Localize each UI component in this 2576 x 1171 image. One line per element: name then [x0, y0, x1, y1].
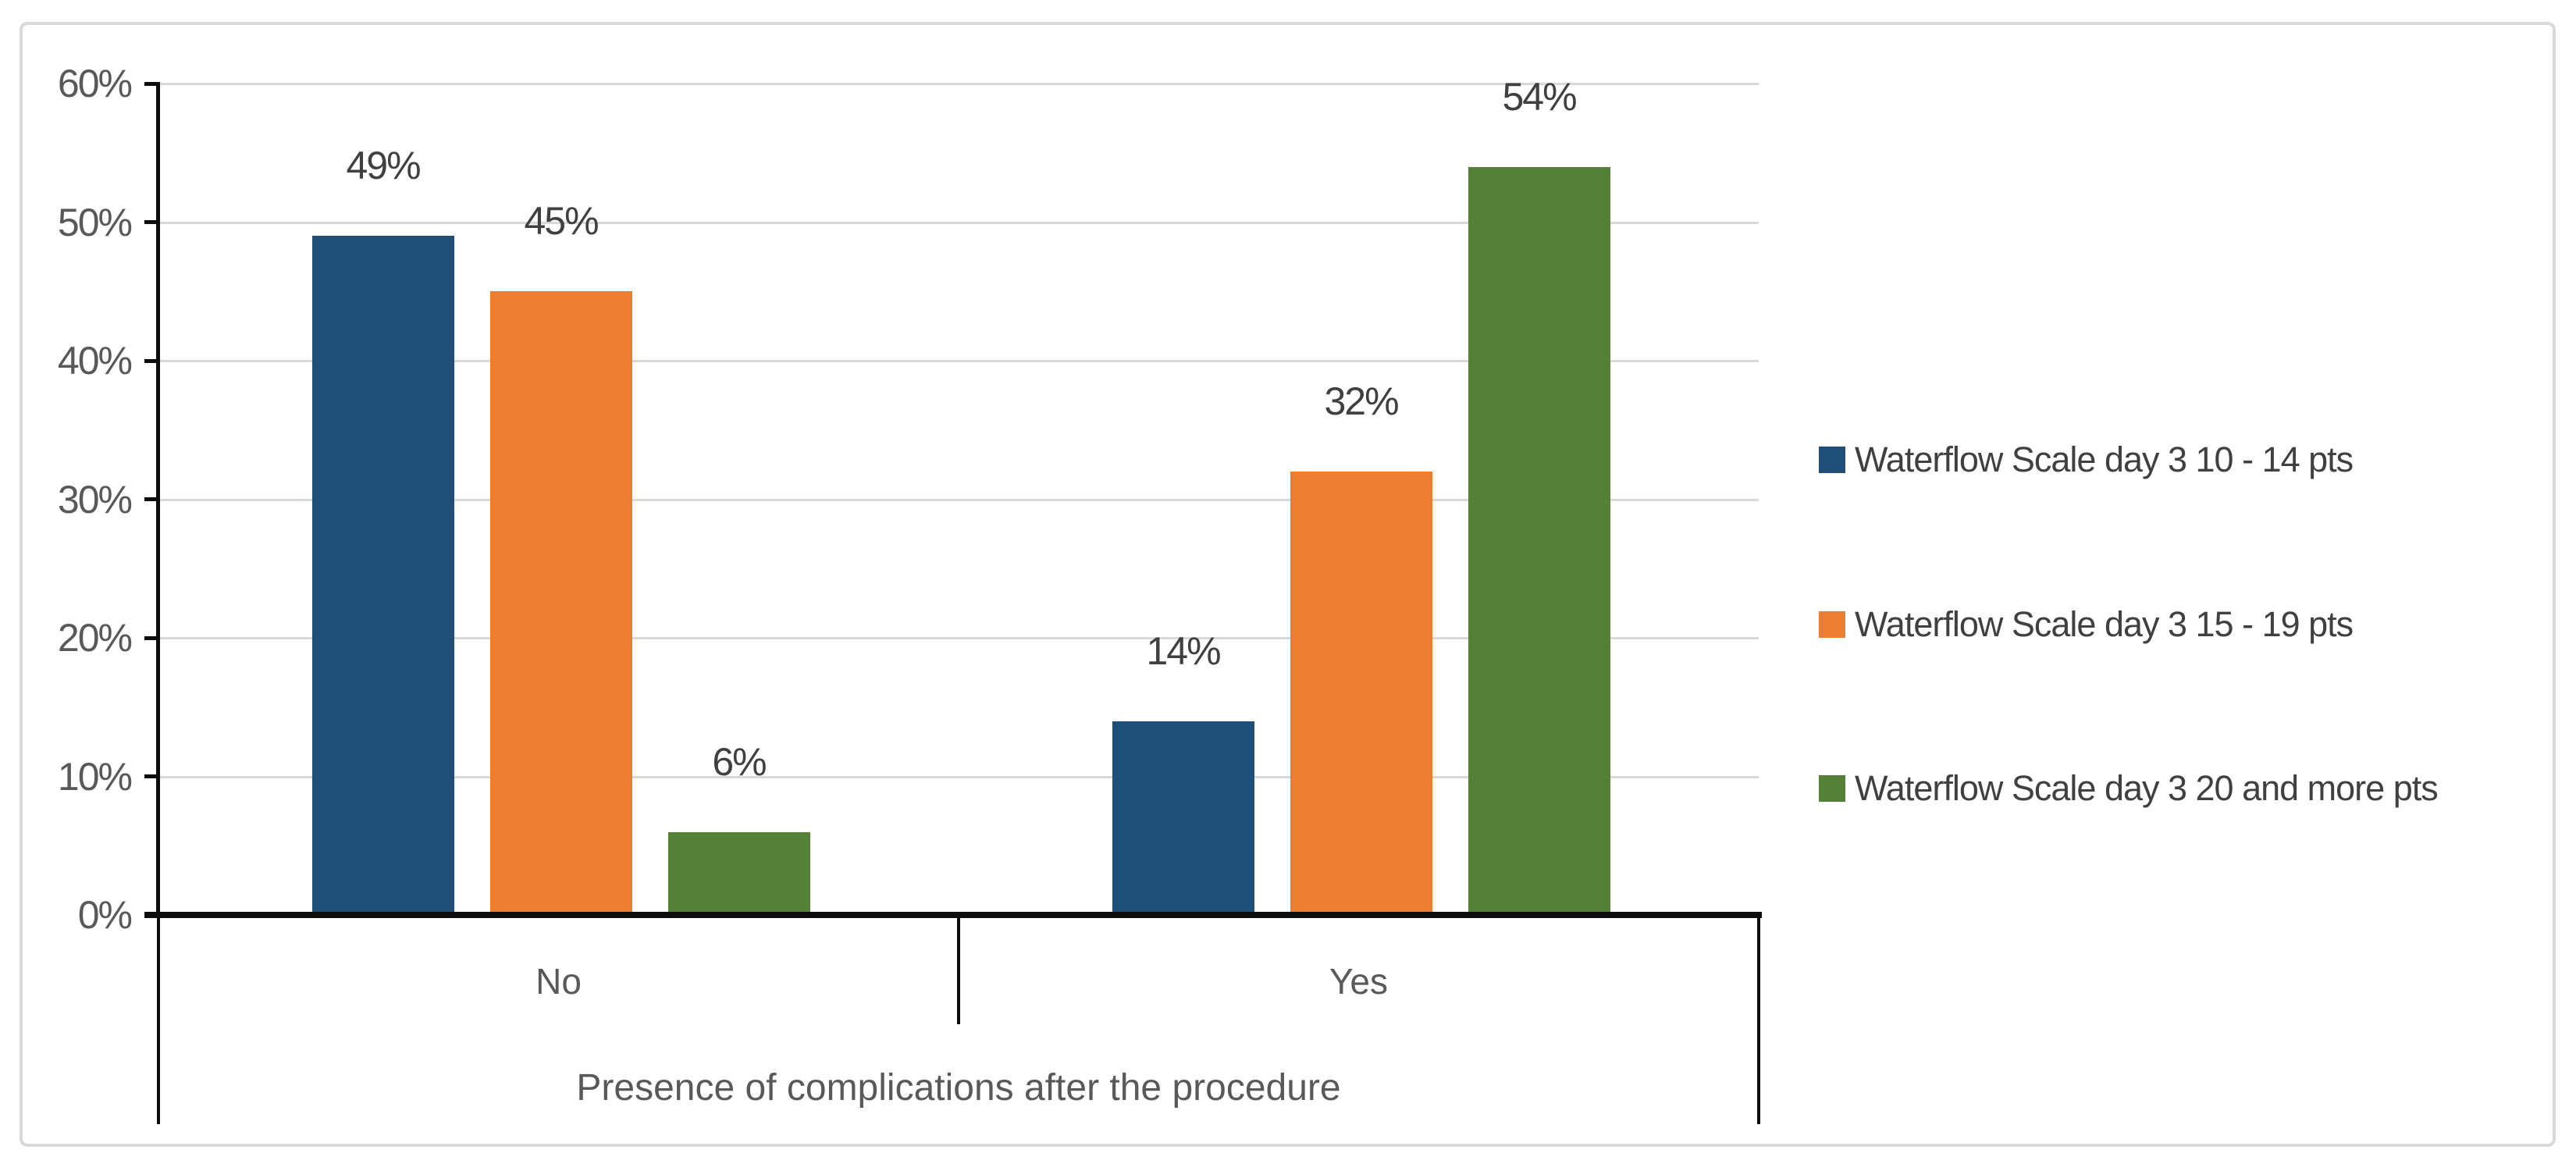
category-divider: [957, 915, 960, 1024]
bar-value-label: 49%: [346, 144, 421, 188]
gridline-60: [158, 83, 1759, 85]
bar-no-series-1: [489, 291, 632, 915]
bar-no-series-2: [667, 831, 810, 915]
y-tick-label-10: 10%: [57, 754, 133, 799]
bar-value-label: 54%: [1502, 74, 1577, 119]
x-axis-zero-line: [144, 912, 1762, 918]
legend-label: Waterflow Scale day 3 10 - 14 pts: [1855, 440, 2354, 479]
category-box-left: [157, 915, 160, 1124]
bar-value-label: 45%: [524, 199, 599, 244]
y-axis-tick-20: [144, 635, 158, 640]
y-tick-label-0: 0%: [77, 893, 133, 937]
legend-swatch-icon: [1819, 775, 1845, 802]
bar-yes-series-0: [1112, 721, 1254, 915]
y-axis-tick-30: [144, 497, 158, 501]
y-tick-label-30: 30%: [57, 477, 133, 521]
gridline-30: [158, 498, 1759, 501]
y-axis-tick-60: [144, 81, 158, 86]
bar-yes-series-1: [1290, 472, 1432, 915]
y-axis-tick-10: [144, 774, 158, 778]
legend-label: Waterflow Scale day 3 20 and more pts: [1855, 768, 2439, 808]
gridline-20: [158, 637, 1759, 639]
legend-label: Waterflow Scale day 3 15 - 19 pts: [1855, 604, 2354, 644]
x-axis-title: Presence of complications after the proc…: [576, 1067, 1341, 1109]
gridline-40: [158, 360, 1759, 362]
legend-swatch-icon: [1819, 611, 1845, 638]
legend-item-0: Waterflow Scale day 3 10 - 14 pts: [1819, 438, 2354, 482]
legend-swatch-icon: [1819, 447, 1845, 473]
category-box-right: [1757, 915, 1760, 1124]
y-axis-tick-40: [144, 358, 158, 363]
category-label-no: No: [535, 961, 582, 1002]
y-tick-label-50: 50%: [57, 200, 133, 244]
y-tick-label-40: 40%: [57, 339, 133, 383]
y-axis-line: [156, 82, 160, 918]
legend-item-1: Waterflow Scale day 3 15 - 19 pts: [1819, 603, 2354, 646]
bar-yes-series-2: [1468, 166, 1610, 915]
legend-item-2: Waterflow Scale day 3 20 and more pts: [1819, 767, 2439, 810]
y-axis-tick-50: [144, 220, 158, 224]
bar-no-series-0: [311, 236, 454, 915]
category-label-yes: Yes: [1329, 961, 1389, 1002]
bar-value-label: 32%: [1324, 379, 1399, 423]
y-tick-label-60: 60%: [57, 62, 133, 105]
bar-value-label: 14%: [1146, 628, 1221, 673]
gridline-50: [158, 221, 1759, 224]
gridline-10: [158, 775, 1759, 778]
bar-value-label: 6%: [712, 739, 767, 784]
y-tick-label-20: 20%: [57, 616, 133, 660]
